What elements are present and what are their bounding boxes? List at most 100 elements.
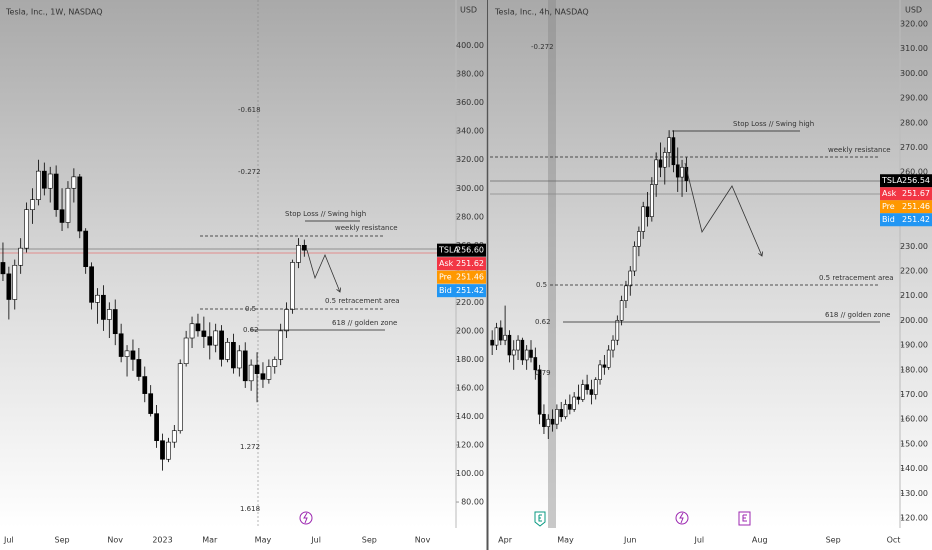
candle-body: [65, 187, 71, 223]
y-tick-label: 270.00: [900, 143, 928, 152]
candle-body: [219, 330, 224, 360]
candle-body: [602, 364, 607, 368]
y-tick-label: 310.00: [900, 44, 928, 53]
candle-body: [278, 330, 284, 360]
candle-body: [675, 164, 680, 178]
candle-body: [624, 285, 628, 301]
candle-body: [201, 330, 207, 337]
candle-body: [189, 323, 195, 339]
dividend-icon: [303, 512, 308, 524]
dividend-icon: [679, 512, 684, 524]
y-tick-label: 280.00: [900, 118, 928, 127]
annotation: 0.5 retracement area: [819, 274, 894, 282]
price-tag-value: 251.46: [902, 202, 930, 211]
annotation: weekly resistance: [335, 224, 398, 232]
candle-body: [183, 337, 189, 364]
x-tick-label: Oct: [887, 536, 901, 545]
candle-body: [585, 384, 589, 390]
currency: USD: [905, 6, 922, 15]
price-tag: [437, 257, 486, 271]
left-panel: [0, 0, 486, 528]
y-tick-label: 280.00: [456, 212, 484, 221]
candle-body: [12, 264, 18, 300]
y-tick-label: 340.00: [456, 127, 484, 136]
y-tick-label: 300.00: [900, 69, 928, 78]
x-tick-label: Mar: [202, 536, 218, 545]
x-tick-label: Nov: [107, 536, 123, 545]
projection-arrow: [306, 249, 340, 292]
x-tick-label: May: [255, 536, 272, 545]
annotation: 1.618: [240, 505, 260, 513]
y-tick-label: 200.00: [900, 316, 928, 325]
y-tick-label: 400.00: [456, 41, 484, 50]
right-panel: [489, 0, 932, 528]
annotation: 0.5 retracement area: [325, 297, 400, 305]
y-tick-label: 180.00: [900, 365, 928, 374]
candle-body: [171, 430, 177, 443]
y-tick-label: 220.00: [456, 298, 484, 307]
x-tick-label: 2023: [152, 536, 172, 545]
candle-body: [568, 404, 572, 410]
candle-body: [606, 349, 611, 368]
x-tick-label: May: [557, 536, 574, 545]
earnings-icon: [742, 514, 747, 522]
annotation: Stop Loss // Swing high: [733, 120, 814, 128]
x-tick-label: Sep: [826, 536, 841, 545]
candle-body: [89, 266, 94, 303]
candle-body: [130, 350, 136, 360]
candle-body: [507, 334, 512, 356]
candle-body: [632, 246, 637, 272]
x-tick-label: Jul: [3, 536, 14, 545]
candle-body: [18, 247, 24, 266]
candle-body: [160, 440, 165, 460]
candle-body: [559, 409, 564, 418]
candle-body: [593, 379, 598, 395]
y-tick-label: 200.00: [456, 326, 484, 335]
candle-body: [118, 333, 124, 357]
y-tick-label: 150.00: [900, 439, 928, 448]
chart-title: Tesla, Inc., 4h, NASDAQ: [494, 8, 589, 17]
candle-body: [537, 369, 542, 415]
candle-body: [77, 176, 83, 232]
chart-title: Tesla, Inc., 1W, NASDAQ: [5, 8, 103, 17]
price-tag: [880, 174, 932, 188]
candle-body: [47, 173, 53, 189]
candle-body: [641, 206, 646, 232]
currency: USD: [460, 6, 477, 15]
candle-body: [83, 230, 89, 268]
candle-body: [615, 320, 620, 341]
annotation: 0.62: [243, 326, 259, 334]
candle-body: [248, 364, 254, 382]
candle-body: [645, 206, 650, 217]
candle-body: [520, 339, 525, 361]
price-tag-value: 251.46: [456, 273, 484, 282]
price-tag-name: Bid: [882, 215, 895, 224]
projection-arrow: [684, 162, 762, 256]
candle-body: [546, 418, 551, 427]
candle-body: [242, 350, 248, 382]
candle-body: [650, 184, 654, 217]
price-tag-value: 256.54: [902, 176, 930, 185]
candle-body: [555, 409, 559, 425]
candle-body: [106, 309, 112, 320]
annotation: 1.272: [240, 443, 260, 451]
candle-body: [284, 309, 289, 332]
candle-body: [6, 273, 12, 300]
x-tick-label: Nov: [415, 536, 431, 545]
candle-body: [290, 262, 295, 310]
candle-body: [542, 413, 546, 427]
candle-body: [490, 339, 494, 346]
y-tick-label: 300.00: [456, 184, 484, 193]
candle-body: [550, 418, 555, 425]
price-tag-value: 251.67: [902, 189, 930, 198]
price-tag-name: Ask: [439, 259, 454, 268]
y-tick-label: 360.00: [456, 98, 484, 107]
price-tag: [437, 243, 486, 257]
candle-body: [260, 373, 266, 380]
candle-body: [177, 363, 183, 432]
annotation: 0.5: [536, 281, 547, 289]
candle-body: [611, 339, 615, 351]
candle-body: [662, 152, 667, 168]
